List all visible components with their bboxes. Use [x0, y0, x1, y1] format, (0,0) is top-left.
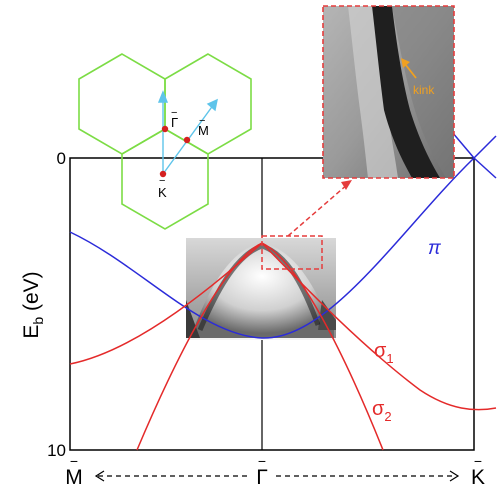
svg-text:M: M: [65, 466, 83, 489]
y-tick-10: 10: [47, 441, 66, 460]
x-label-m: − M: [65, 453, 83, 489]
brillouin-zone-diagram: − Γ − M − K: [79, 54, 251, 229]
bz-m-point: [184, 137, 190, 143]
bz-gamma-point: [162, 126, 168, 132]
bz-m-label: M: [198, 123, 209, 138]
svg-text:Γ: Γ: [256, 466, 268, 489]
x-direction-arrows: [96, 471, 458, 481]
kink-label: kink: [413, 83, 435, 97]
pi-label: π: [428, 238, 442, 259]
bz-k-label: K: [158, 185, 167, 200]
bz-gamma-label: Γ: [171, 115, 178, 130]
zoom-inset: kink: [323, 6, 454, 178]
y-axis-label: Eb (eV): [20, 271, 46, 338]
pi-band-branch-upper: [452, 132, 474, 158]
zoom-arrow: [288, 180, 352, 236]
svg-text:K: K: [471, 466, 485, 489]
sigma1-label: σ1: [374, 340, 394, 366]
x-label-k: − K: [471, 453, 485, 489]
y-tick-0: 0: [57, 149, 66, 168]
sigma2-label: σ2: [372, 398, 392, 424]
hexagon-left: [79, 54, 165, 154]
pi-band-branch: [474, 158, 496, 178]
x-label-gamma: − Γ: [256, 453, 268, 489]
